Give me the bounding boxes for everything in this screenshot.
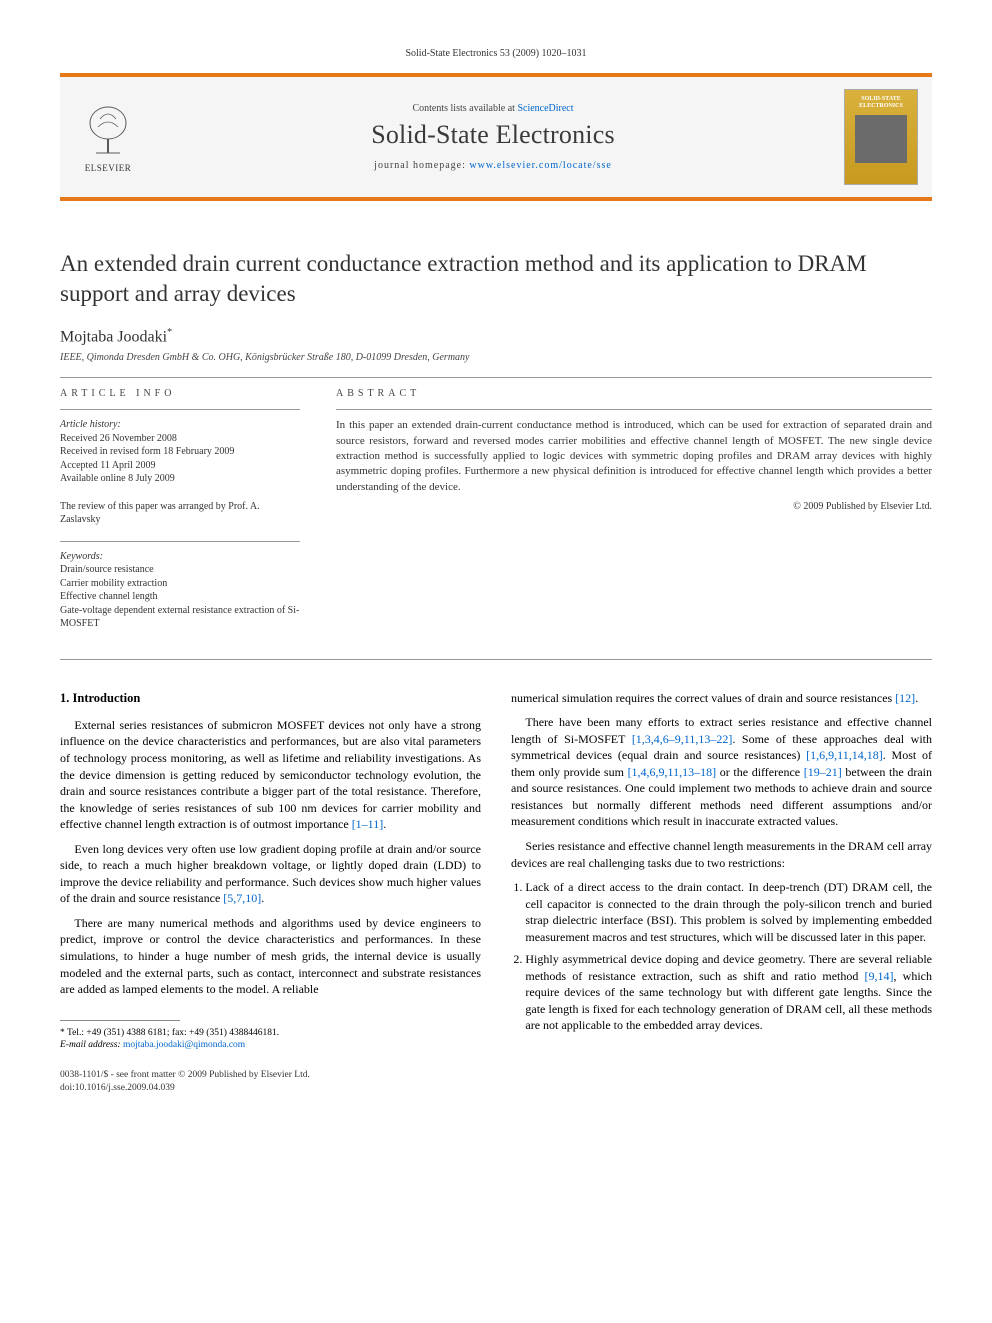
body-paragraph: There are many numerical methods and alg… bbox=[60, 915, 481, 998]
body-paragraph: There have been many efforts to extract … bbox=[511, 714, 932, 830]
page: Solid-State Electronics 53 (2009) 1020–1… bbox=[0, 0, 992, 1142]
cover-thumb-image bbox=[855, 115, 907, 163]
left-column: 1. Introduction External series resistan… bbox=[60, 690, 481, 1094]
divider bbox=[60, 377, 932, 378]
history-label: Article history: bbox=[60, 418, 300, 432]
corresponding-footnote: * Tel.: +49 (351) 4388 6181; fax: +49 (3… bbox=[60, 1027, 481, 1052]
front-matter-line: 0038-1101/$ - see front matter © 2009 Pu… bbox=[60, 1069, 481, 1081]
publisher-logo: ELSEVIER bbox=[74, 97, 142, 177]
publisher-name: ELSEVIER bbox=[85, 163, 132, 173]
cover-thumb-title: SOLID-STATE ELECTRONICS bbox=[849, 96, 913, 109]
journal-masthead: ELSEVIER Contents lists available at Sci… bbox=[60, 73, 932, 201]
history-revised: Received in revised form 18 February 200… bbox=[60, 445, 300, 459]
list-item: Lack of a direct access to the drain con… bbox=[525, 879, 932, 945]
body-paragraph: Series resistance and effective channel … bbox=[511, 838, 932, 871]
keywords-block: Keywords: Drain/source resistance Carrie… bbox=[60, 550, 300, 631]
restrictions-list: Lack of a direct access to the drain con… bbox=[525, 879, 932, 1034]
meta-abstract-row: article info Article history: Received 2… bbox=[60, 388, 932, 645]
review-note-block: The review of this paper was arranged by… bbox=[60, 500, 300, 527]
keyword-item: Effective channel length bbox=[60, 590, 300, 604]
list-item: Highly asymmetrical device doping and de… bbox=[525, 951, 932, 1034]
article-info-heading: article info bbox=[60, 388, 300, 399]
keywords-label: Keywords: bbox=[60, 550, 300, 564]
title-block: An extended drain current conductance ex… bbox=[60, 249, 932, 363]
masthead-center: Contents lists available at ScienceDirec… bbox=[160, 103, 826, 171]
footnote-email-label: E-mail address: bbox=[60, 1040, 121, 1050]
abstract-text: In this paper an extended drain-current … bbox=[336, 418, 932, 495]
corresponding-marker: * bbox=[167, 327, 172, 338]
keyword-item: Drain/source resistance bbox=[60, 563, 300, 577]
contents-available-line: Contents lists available at ScienceDirec… bbox=[160, 103, 826, 114]
contents-prefix: Contents lists available at bbox=[412, 103, 517, 114]
affiliation: IEEE, Qimonda Dresden GmbH & Co. OHG, Kö… bbox=[60, 352, 932, 363]
footnote-divider bbox=[60, 1020, 180, 1021]
body-paragraph: Even long devices very often use low gra… bbox=[60, 841, 481, 907]
doi-line: doi:10.1016/j.sse.2009.04.039 bbox=[60, 1082, 481, 1094]
section-heading-introduction: 1. Introduction bbox=[60, 690, 481, 707]
divider bbox=[60, 541, 300, 542]
journal-homepage-link[interactable]: www.elsevier.com/locate/sse bbox=[469, 160, 611, 171]
footnote-tel: * Tel.: +49 (351) 4388 6181; fax: +49 (3… bbox=[60, 1027, 481, 1039]
history-accepted: Accepted 11 April 2009 bbox=[60, 459, 300, 473]
divider bbox=[60, 409, 300, 410]
article-history-block: Article history: Received 26 November 20… bbox=[60, 418, 300, 486]
history-received: Received 26 November 2008 bbox=[60, 432, 300, 446]
footnote-email-link[interactable]: mojtaba.joodaki@qimonda.com bbox=[123, 1040, 245, 1050]
elsevier-tree-icon bbox=[78, 101, 138, 161]
journal-cover-thumbnail: SOLID-STATE ELECTRONICS bbox=[844, 89, 918, 185]
body-paragraph: numerical simulation requires the correc… bbox=[511, 690, 932, 707]
author-line: Mojtaba Joodaki* bbox=[60, 327, 932, 346]
body-two-columns: 1. Introduction External series resistan… bbox=[60, 690, 932, 1094]
paper-title: An extended drain current conductance ex… bbox=[60, 249, 932, 309]
history-online: Available online 8 July 2009 bbox=[60, 472, 300, 486]
abstract-copyright: © 2009 Published by Elsevier Ltd. bbox=[336, 501, 932, 512]
author-name: Mojtaba Joodaki bbox=[60, 328, 167, 345]
abstract-heading: abstract bbox=[336, 388, 932, 399]
abstract-column: abstract In this paper an extended drain… bbox=[336, 388, 932, 645]
body-paragraph: External series resistances of submicron… bbox=[60, 717, 481, 833]
keyword-item: Gate-voltage dependent external resistan… bbox=[60, 604, 300, 631]
journal-name: Solid-State Electronics bbox=[160, 120, 826, 150]
sciencedirect-link[interactable]: ScienceDirect bbox=[517, 103, 573, 114]
homepage-prefix: journal homepage: bbox=[374, 160, 469, 171]
divider bbox=[336, 409, 932, 410]
running-head: Solid-State Electronics 53 (2009) 1020–1… bbox=[60, 48, 932, 59]
divider bbox=[60, 659, 932, 660]
journal-homepage-line: journal homepage: www.elsevier.com/locat… bbox=[160, 160, 826, 171]
right-column: numerical simulation requires the correc… bbox=[511, 690, 932, 1094]
doi-copyright-block: 0038-1101/$ - see front matter © 2009 Pu… bbox=[60, 1069, 481, 1094]
keyword-item: Carrier mobility extraction bbox=[60, 577, 300, 591]
review-note: The review of this paper was arranged by… bbox=[60, 500, 300, 527]
article-info-column: article info Article history: Received 2… bbox=[60, 388, 300, 645]
